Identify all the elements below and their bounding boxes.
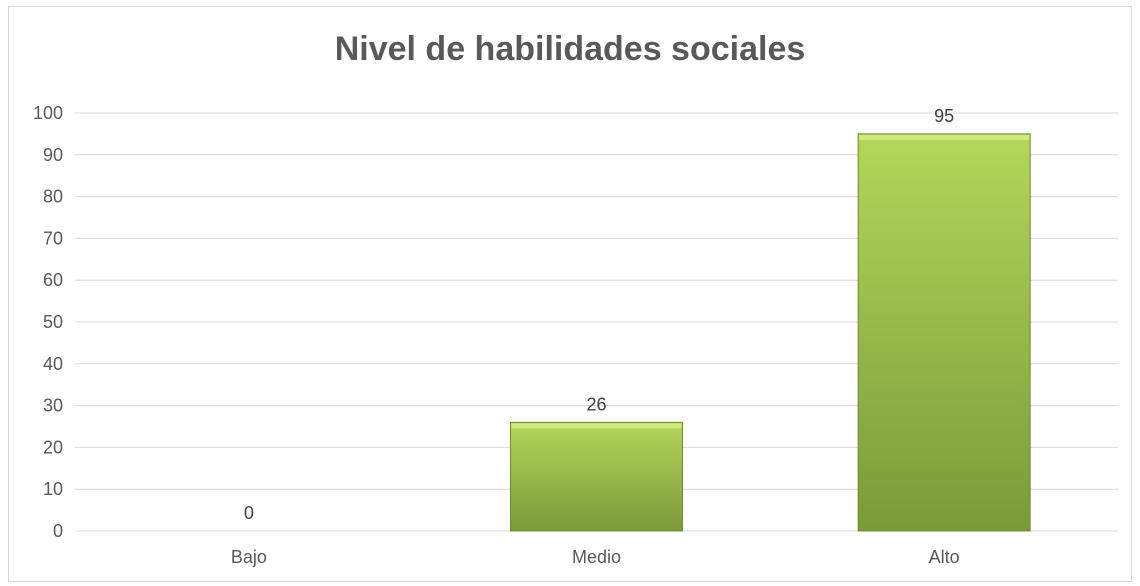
- y-tick-label: 0: [53, 521, 63, 541]
- data-labels: 0 26 95: [244, 106, 954, 523]
- x-axis: Bajo Medio Alto: [231, 547, 960, 567]
- y-tick-label: 10: [43, 479, 63, 499]
- y-tick-label: 90: [43, 145, 63, 165]
- chart-title: Nivel de habilidades sociales: [334, 30, 806, 68]
- y-tick-label: 60: [43, 270, 63, 290]
- y-tick-label: 70: [43, 228, 63, 248]
- data-label: 0: [244, 503, 254, 523]
- bar-medio: [510, 421, 683, 532]
- x-category-label: Medio: [572, 547, 621, 567]
- y-tick-label: 20: [43, 437, 63, 457]
- y-axis: 0 10 20 30 40 50 60 70 80 90 100: [33, 103, 63, 541]
- x-category-label: Bajo: [231, 547, 267, 567]
- x-category-label: Alto: [929, 547, 960, 567]
- data-label: 26: [586, 394, 606, 414]
- bars: [510, 133, 1031, 532]
- data-label: 95: [934, 106, 954, 126]
- bar-alto: [857, 133, 1031, 532]
- y-tick-label: 100: [33, 103, 63, 123]
- y-tick-label: 40: [43, 354, 63, 374]
- bar-highlight: [511, 423, 682, 429]
- y-tick-label: 30: [43, 396, 63, 416]
- bar-highlight: [859, 134, 1030, 140]
- y-tick-label: 50: [43, 312, 63, 332]
- y-tick-label: 80: [43, 187, 63, 207]
